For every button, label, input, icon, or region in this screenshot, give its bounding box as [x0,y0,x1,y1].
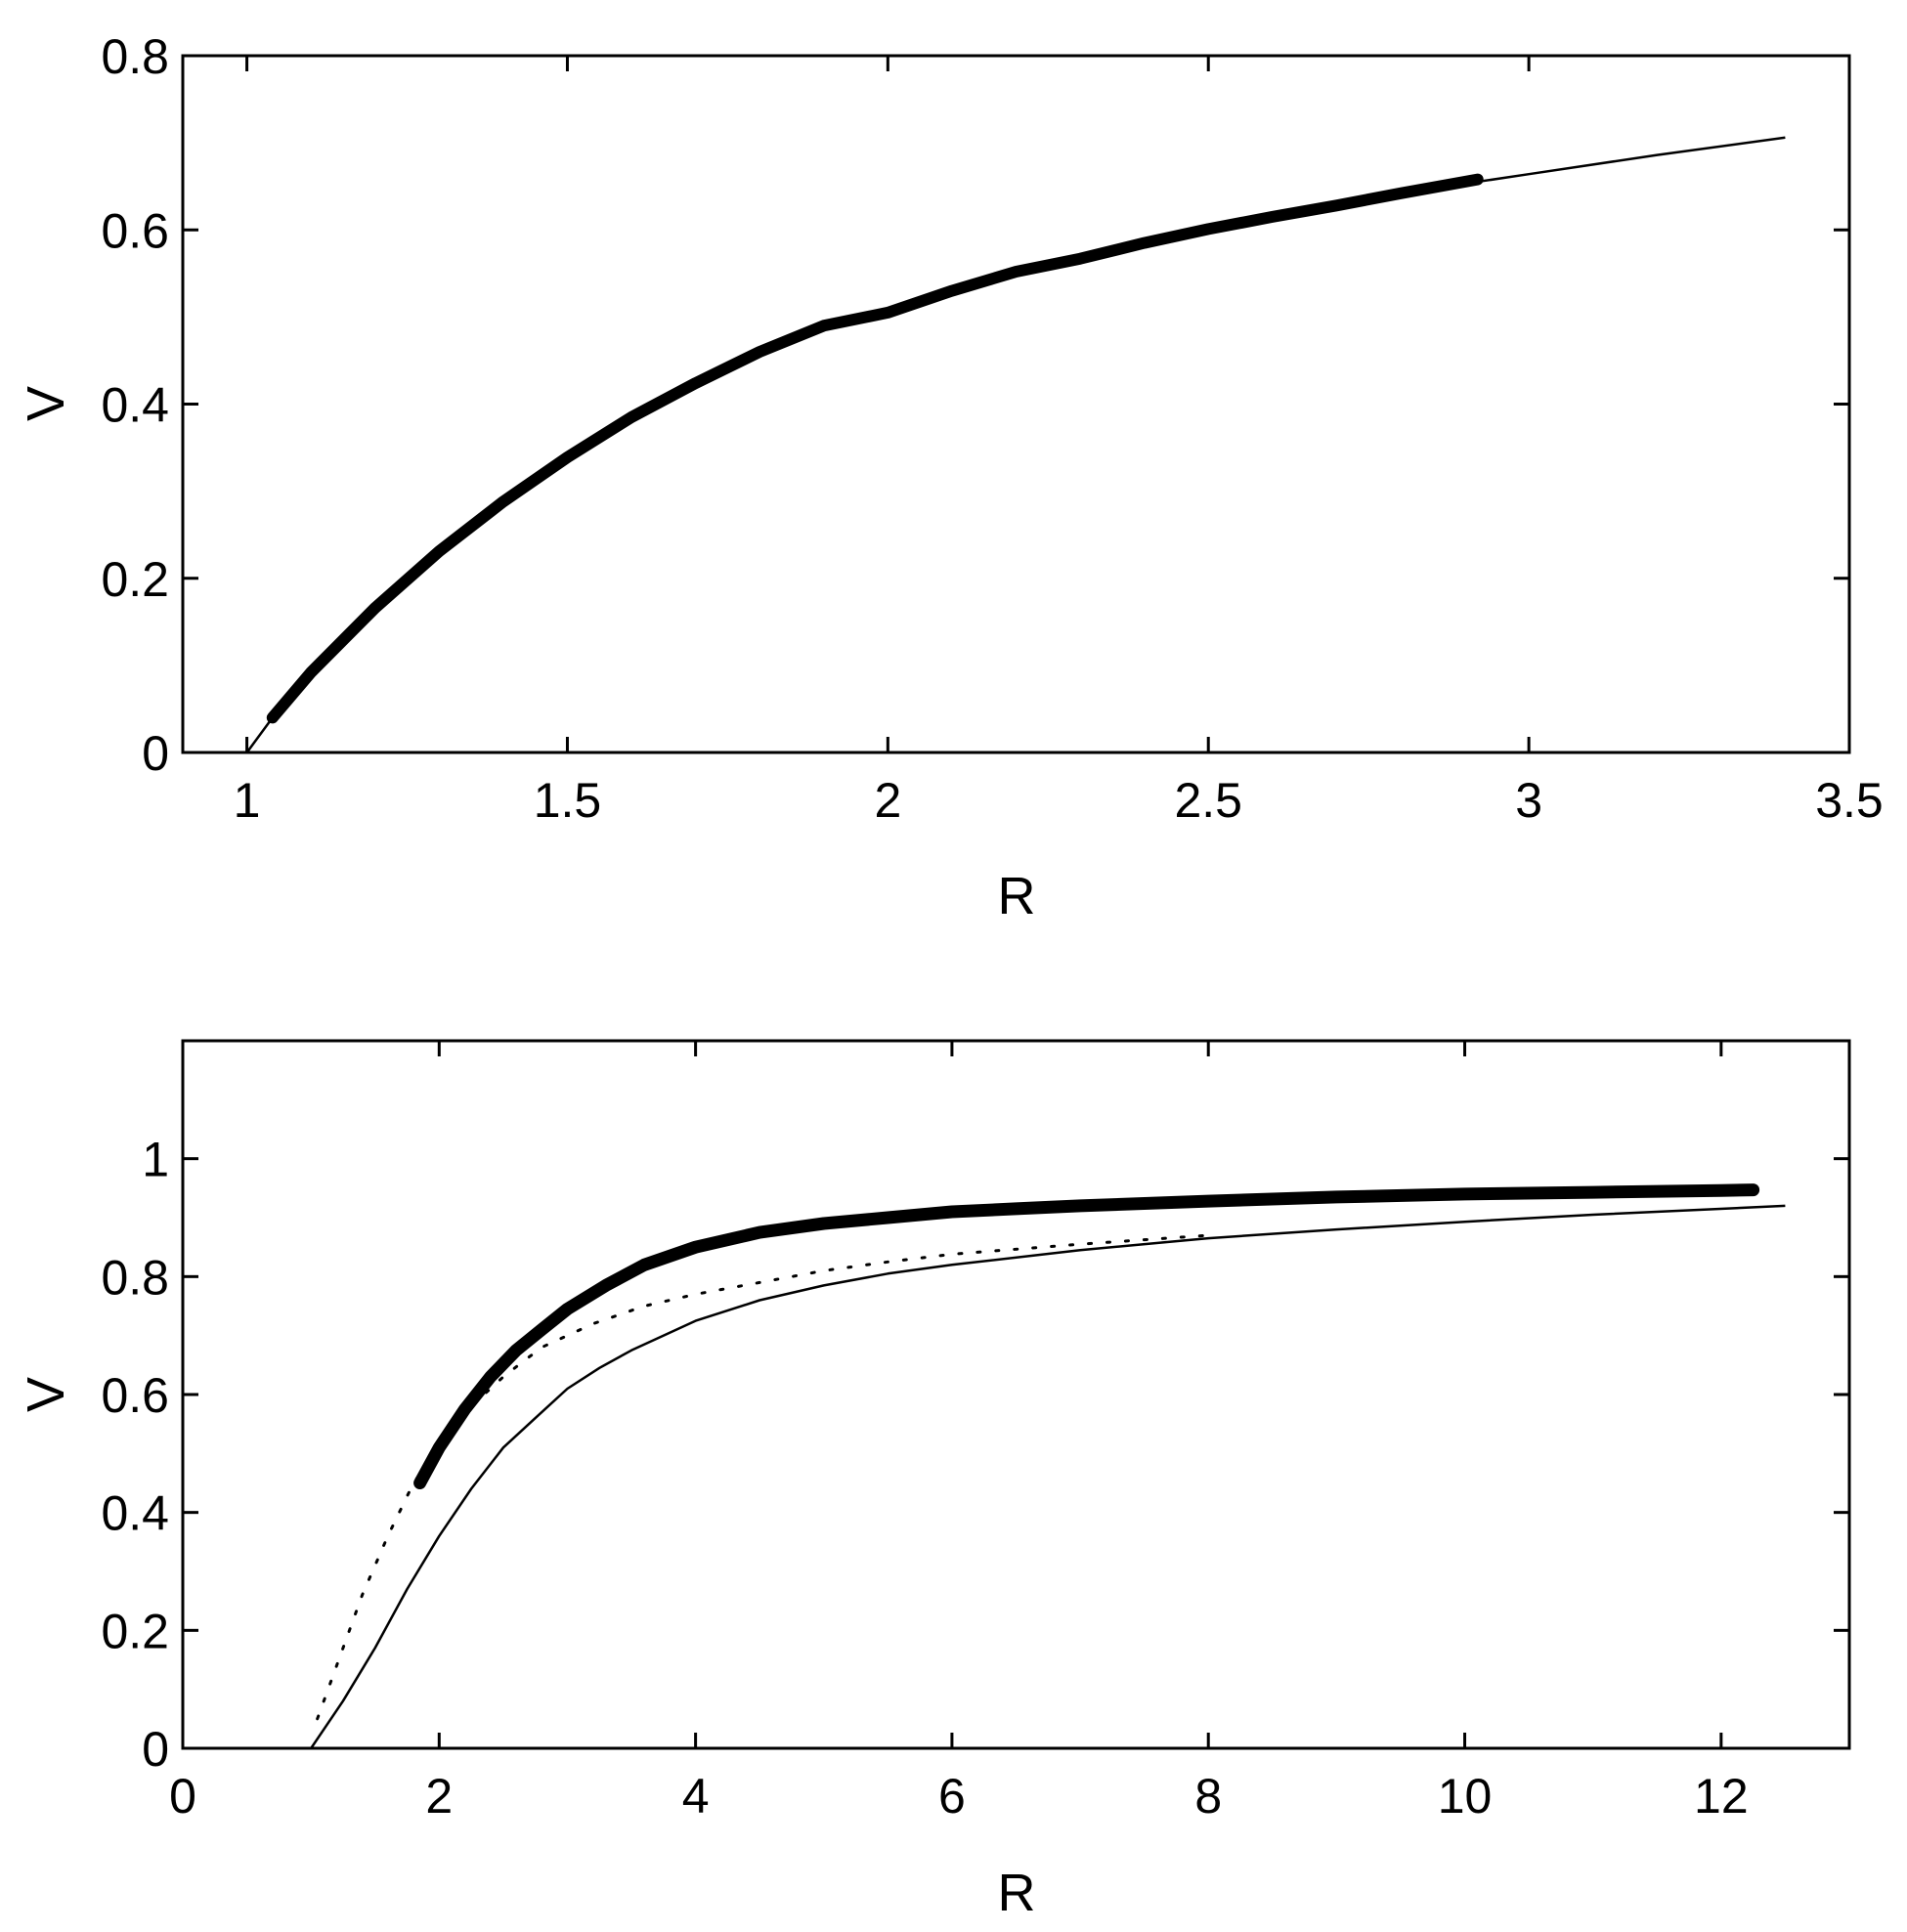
bottom-plot-ticks: 0 2 4 6 8 10 12 0 0.2 0.4 0.6 0.8 1 [101,1041,1849,1824]
bottom-plot-x-tick-label: 8 [1194,1769,1222,1824]
top-plot-panel: 1 1.5 2 2.5 3 3.5 0 0.2 0.4 0.6 0.8 R V [17,29,1884,925]
top-plot-y-tick-label: 0.6 [101,203,169,258]
bottom-plot-x-tick-label: 4 [682,1769,710,1824]
bottom-plot-y-tick-label: 0.4 [101,1486,169,1541]
top-plot-series [245,136,1786,753]
bottom-plot-x-tick-label: 6 [938,1769,966,1824]
top-plot-x-tick-label: 2.5 [1174,773,1242,828]
top-plot-x-tick-label: 1.5 [534,773,602,828]
top-plot-y-tick-label: 0 [142,726,169,781]
bottom-plot-x-tick-label: 12 [1694,1769,1749,1824]
top-plot-y-axis-label: V [17,386,75,421]
bottom-plot-y-tick-label: 1 [142,1133,169,1187]
top-plot-x-tick-label: 1 [234,773,261,828]
bottom-plot-y-tick-label: 0.6 [101,1368,169,1423]
bottom-plot-panel: 0 2 4 6 8 10 12 0 0.2 0.4 0.6 0.8 1 R V [17,1039,1851,1922]
top-plot-ticks: 1 1.5 2 2.5 3 3.5 0 0.2 0.4 0.6 0.8 [101,29,1883,828]
top-plot-y-tick-label: 0.4 [101,378,169,433]
bottom-plot-series [310,1183,1786,1749]
bottom-plot-y-tick-label: 0.8 [101,1250,169,1305]
top-plot-x-tick-label: 3.5 [1815,773,1884,828]
bottom-plot-y-tick-label: 0.2 [101,1604,169,1658]
bottom-plot-x-tick-label: 2 [425,1769,453,1824]
top-plot-solid-series-line [245,136,1786,753]
bottom-plot-y-tick-label: 0 [142,1722,169,1777]
bottom-plot-x-axis-label: R [998,1864,1036,1922]
bottom-plot-solid-series-line [310,1204,1786,1749]
top-plot-y-tick-label: 0.8 [101,29,169,84]
bottom-plot-y-axis-label: V [17,1377,75,1412]
top-plot-y-tick-label: 0.2 [101,552,169,607]
top-plot-x-tick-label: 2 [874,773,901,828]
top-plot-x-tick-label: 3 [1515,773,1542,828]
top-plot-x-axis-label: R [998,867,1036,925]
bottom-plot-x-tick-label: 10 [1438,1769,1493,1824]
bottom-plot-x-tick-label: 0 [169,1769,196,1824]
bottom-plot-dotted-series-line [316,1233,1210,1721]
bottom-plot-thick-series-line [413,1183,1760,1489]
